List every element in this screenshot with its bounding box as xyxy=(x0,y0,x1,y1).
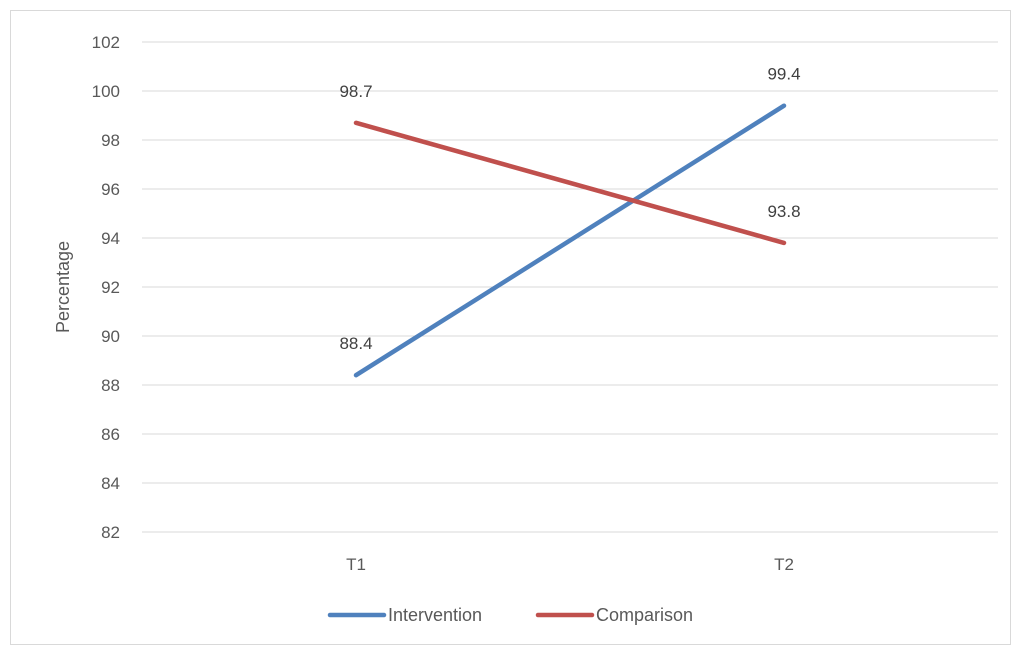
x-tick-label: T1 xyxy=(346,555,366,574)
x-axis-ticks: T1 T2 xyxy=(346,555,794,574)
y-tick-label: 100 xyxy=(92,82,120,101)
series-lines xyxy=(353,103,787,378)
data-label: 88.4 xyxy=(339,334,372,353)
y-tick-label: 98 xyxy=(101,131,120,150)
legend-label: Comparison xyxy=(596,605,693,625)
series-line-intervention xyxy=(353,103,787,378)
legend-label: Intervention xyxy=(388,605,482,625)
series-line-comparison xyxy=(353,120,787,246)
data-label: 93.8 xyxy=(767,202,800,221)
y-tick-label: 90 xyxy=(101,327,120,346)
data-labels: 88.4 99.4 98.7 93.8 xyxy=(339,65,800,354)
y-tick-label: 94 xyxy=(101,229,120,248)
y-tick-label: 88 xyxy=(101,376,120,395)
chart-frame xyxy=(10,10,1011,645)
data-label: 99.4 xyxy=(767,65,800,84)
y-tick-label: 82 xyxy=(101,523,120,542)
y-tick-label: 96 xyxy=(101,180,120,199)
legend[interactable]: Intervention Comparison xyxy=(327,605,693,625)
y-tick-label: 86 xyxy=(101,425,120,444)
y-tick-label: 92 xyxy=(101,278,120,297)
legend-item-intervention[interactable]: Intervention xyxy=(327,605,482,625)
data-label: 98.7 xyxy=(339,82,372,101)
y-axis-title: Percentage xyxy=(53,241,73,333)
y-axis-ticks: 82 84 86 88 90 92 94 96 98 100 102 xyxy=(92,33,120,542)
y-tick-label: 102 xyxy=(92,33,120,52)
x-tick-label: T2 xyxy=(774,555,794,574)
gridlines xyxy=(142,41,998,533)
legend-item-comparison[interactable]: Comparison xyxy=(535,605,693,625)
y-tick-label: 84 xyxy=(101,474,120,493)
